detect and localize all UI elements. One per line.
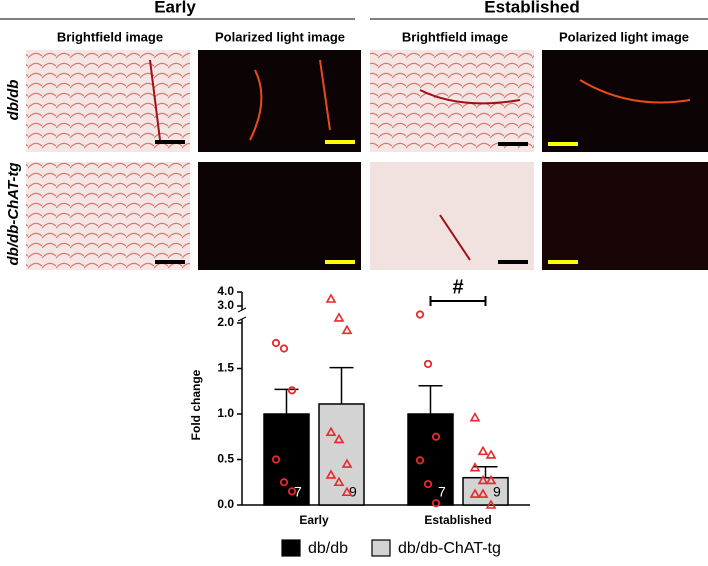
data-point: [469, 412, 481, 422]
header: Early: [154, 0, 196, 16]
data-point: [341, 458, 353, 468]
legend-label: db/db: [308, 540, 348, 557]
data-point: [477, 488, 489, 498]
data-point: [325, 293, 337, 303]
column-label: Polarized light image: [215, 29, 345, 44]
data-point: [341, 486, 353, 497]
data-point: [485, 499, 497, 509]
y-tick-label: 1.0: [217, 406, 234, 420]
data-point: [485, 449, 497, 459]
data-point: [279, 478, 289, 487]
data-point: [333, 433, 345, 444]
legend-label: db/db-ChAT-tg: [398, 540, 501, 557]
data-point: [431, 432, 441, 441]
y-tick-label: 1.5: [217, 361, 234, 375]
data-point: [485, 474, 497, 485]
data-point: [469, 488, 481, 498]
bar: [407, 413, 454, 506]
axis-break: [237, 307, 247, 313]
data-point: [287, 386, 297, 395]
data-point: [415, 310, 425, 319]
data-point: [333, 312, 345, 322]
data-point: [279, 344, 289, 353]
annotation: #: [452, 276, 463, 298]
y-tick-label: 4.0: [217, 284, 234, 298]
n-label: 9: [349, 484, 357, 500]
bar: [318, 403, 365, 506]
data-point: [431, 499, 441, 508]
data-point: [287, 487, 297, 496]
column-label: Brightfield image: [402, 29, 508, 44]
header: Established: [484, 0, 579, 16]
data-point: [477, 445, 489, 456]
data-point: [423, 479, 433, 489]
micrographs: [26, 50, 708, 270]
legend-swatch: [281, 539, 301, 557]
data-point: [271, 338, 281, 348]
data-point: [271, 455, 281, 464]
x-tick-label: Established: [424, 513, 491, 527]
row-label: db/db: [5, 80, 22, 121]
n-label: 9: [493, 484, 501, 500]
column-label: Brightfield image: [57, 29, 163, 44]
column-label: Polarized light image: [559, 29, 689, 44]
axis-break: [237, 316, 247, 322]
row-label: db/db-ChAT-tg: [5, 162, 22, 265]
y-tick-label: 0.0: [217, 497, 234, 511]
data-point: [325, 426, 337, 436]
y-axis-label: Fold change: [189, 369, 203, 440]
n-label: 7: [438, 484, 446, 500]
data-point: [423, 359, 433, 369]
data-point: [415, 456, 425, 465]
data-point: [341, 324, 353, 335]
n-label: 7: [294, 484, 302, 500]
data-point: [333, 476, 345, 487]
legend-swatch: [371, 539, 391, 557]
y-tick-label: 3.0: [217, 298, 234, 312]
data-point: [325, 469, 337, 479]
x-tick-label: Early: [299, 513, 329, 527]
data-point: [477, 474, 489, 485]
bar: [263, 413, 310, 506]
y-tick-label: 2.0: [217, 315, 234, 329]
y-tick-label: 0.5: [217, 452, 234, 466]
data-point: [469, 462, 481, 472]
